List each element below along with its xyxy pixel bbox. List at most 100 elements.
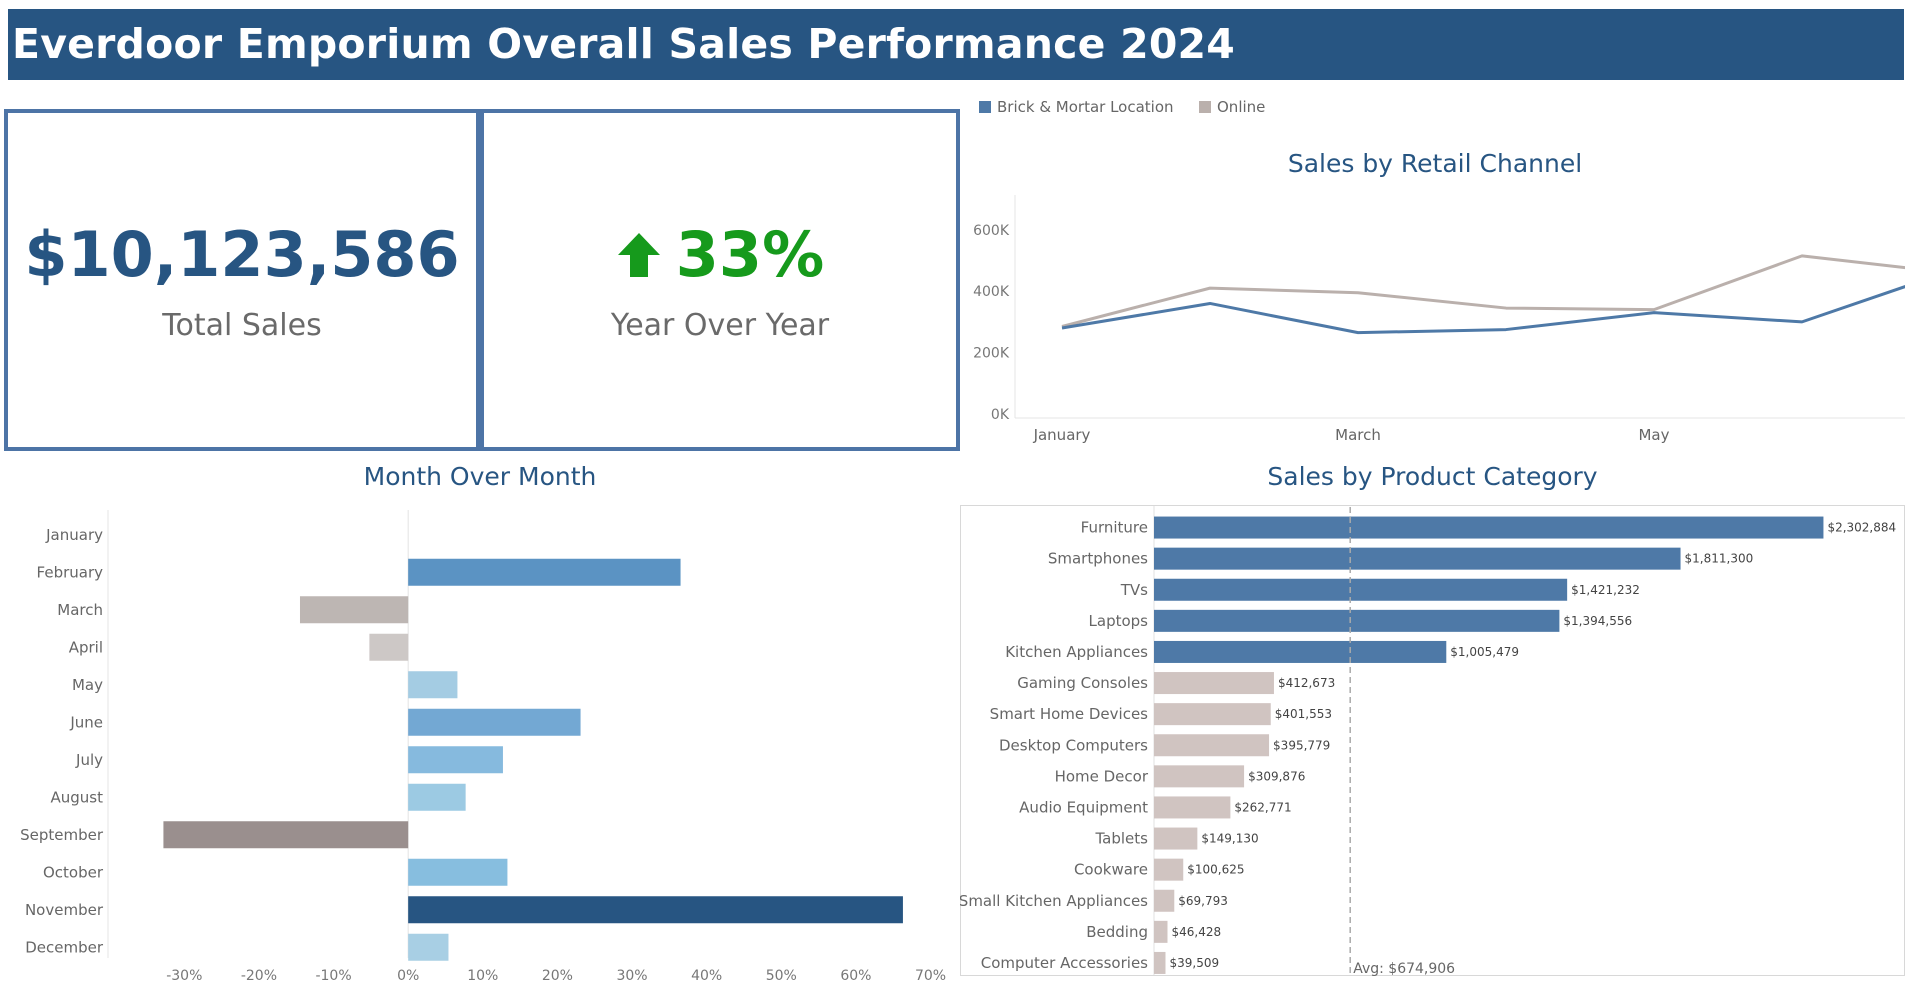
mom-x-tick-label: -20%	[241, 968, 277, 984]
mom-bar	[408, 558, 681, 586]
category-bar	[1154, 889, 1175, 912]
mom-x-tick-label: 10%	[467, 968, 498, 984]
legend-swatch-online	[1199, 101, 1211, 113]
mom-bar	[163, 821, 409, 849]
mom-x-tick-label: 0%	[397, 968, 419, 984]
yoy-card: 33% Year Over Year	[480, 109, 960, 451]
mom-category-label: May	[72, 676, 103, 694]
category-bar	[1154, 951, 1166, 974]
mom-x-tick-label: 70%	[915, 968, 946, 984]
mom-x-tick-label: 20%	[542, 968, 573, 984]
mom-category-label: September	[20, 826, 104, 844]
category-chart: Furniture $2,302,884 Smartphones $1,811,300…	[960, 505, 1905, 977]
category-value-label: $69,793	[1178, 894, 1228, 908]
total-sales-label: Total Sales	[162, 308, 322, 343]
legend-label-brick: Brick & Mortar Location	[997, 98, 1174, 116]
category-bar	[1154, 516, 1824, 539]
category-label: Laptops	[1089, 612, 1149, 630]
mom-bar	[408, 933, 449, 961]
category-value-label: $1,421,232	[1571, 583, 1640, 597]
legend-swatch-brick	[979, 101, 991, 113]
mom-bar	[369, 633, 409, 661]
category-chart-frame	[960, 505, 1905, 976]
category-label: Furniture	[1081, 519, 1148, 537]
page-title: Everdoor Emporium Overall Sales Performa…	[12, 20, 1236, 68]
y-tick-label: 200K	[973, 346, 1010, 362]
category-value-label: $401,553	[1275, 707, 1332, 721]
category-bar	[1154, 734, 1270, 757]
category-value-label: $100,625	[1187, 863, 1244, 877]
category-bar	[1154, 796, 1231, 819]
mom-x-tick-label: 60%	[840, 968, 871, 984]
category-label: Smart Home Devices	[990, 705, 1149, 723]
series-line-online	[1061, 254, 1905, 328]
mom-bar	[408, 746, 503, 774]
category-value-label: $309,876	[1248, 769, 1305, 783]
category-bar	[1154, 858, 1184, 881]
category-label: Smartphones	[1048, 550, 1148, 568]
x-tick-label: January	[1033, 426, 1091, 444]
retail-channel-chart: Brick & Mortar Location Online Sales by Re…	[973, 98, 1905, 444]
category-label: Cookware	[1074, 861, 1148, 879]
category-label: Audio Equipment	[1019, 798, 1148, 816]
mom-category-label: January	[45, 526, 103, 544]
category-value-label: $412,673	[1278, 676, 1335, 690]
mom-category-label: March	[57, 601, 103, 619]
category-value-label: $46,428	[1171, 925, 1221, 939]
x-tick-label: May	[1638, 426, 1669, 444]
mom-bar	[408, 858, 508, 886]
mom-bar	[299, 596, 409, 624]
mom-chart-title: Month Over Month	[363, 462, 597, 491]
mom-bar	[408, 708, 581, 736]
line-chart-title: Sales by Retail Channel	[1288, 149, 1582, 178]
mom-chart: January February March April May June July Augu…	[20, 510, 946, 984]
category-bar	[1154, 609, 1560, 632]
mom-category-label: December	[25, 938, 104, 956]
category-bar	[1154, 765, 1245, 788]
category-label: Gaming Consoles	[1017, 674, 1148, 692]
up-arrow-icon	[617, 232, 660, 277]
category-value-label: $149,130	[1201, 832, 1258, 846]
mom-x-tick-label: -30%	[166, 968, 202, 984]
category-label: Bedding	[1086, 923, 1148, 941]
category-bar	[1154, 827, 1198, 850]
category-value-label: $262,771	[1234, 800, 1291, 814]
category-value-label: $39,509	[1169, 956, 1219, 970]
total-sales-card: $10,123,586 Total Sales	[4, 109, 480, 451]
yoy-value-row: 33%	[484, 218, 956, 291]
category-label: Computer Accessories	[981, 954, 1148, 972]
category-label: Kitchen Appliances	[1005, 643, 1148, 661]
category-chart-title: Sales by Product Category	[1267, 462, 1598, 491]
mom-category-label: February	[37, 563, 104, 581]
mom-x-tick-label: 40%	[691, 968, 722, 984]
category-bar	[1154, 547, 1681, 570]
title-bar: Everdoor Emporium Overall Sales Performa…	[8, 9, 1904, 80]
mom-category-label: July	[75, 751, 103, 769]
yoy-label: Year Over Year	[610, 308, 830, 343]
category-bar	[1154, 672, 1274, 695]
y-tick-label: 0K	[991, 407, 1010, 423]
mom-category-label: June	[69, 713, 103, 731]
category-label: TVs	[1120, 581, 1148, 599]
mom-x-tick-label: 30%	[616, 968, 647, 984]
category-bar	[1154, 920, 1168, 943]
category-value-label: $1,005,479	[1450, 645, 1519, 659]
x-tick-label: March	[1335, 426, 1381, 444]
yoy-value: 33%	[675, 218, 825, 291]
mom-bar	[408, 671, 458, 699]
y-tick-label: 400K	[973, 284, 1010, 300]
category-label: Small Kitchen Appliances	[960, 892, 1148, 910]
category-label: Tablets	[1095, 830, 1149, 848]
series-line-brick	[1061, 285, 1905, 335]
mom-category-label: October	[43, 863, 104, 881]
category-label: Desktop Computers	[999, 736, 1148, 754]
mom-category-label: November	[25, 901, 104, 919]
category-bar	[1154, 578, 1568, 601]
category-value-label: $1,394,556	[1563, 614, 1632, 628]
legend-label-online: Online	[1217, 98, 1265, 116]
average-label: Avg: $674,906	[1353, 961, 1455, 977]
total-sales-value: $10,123,586	[24, 218, 460, 291]
mom-category-label: August	[51, 788, 104, 806]
category-value-label: $1,811,300	[1685, 552, 1754, 566]
y-tick-label: 600K	[973, 223, 1010, 239]
